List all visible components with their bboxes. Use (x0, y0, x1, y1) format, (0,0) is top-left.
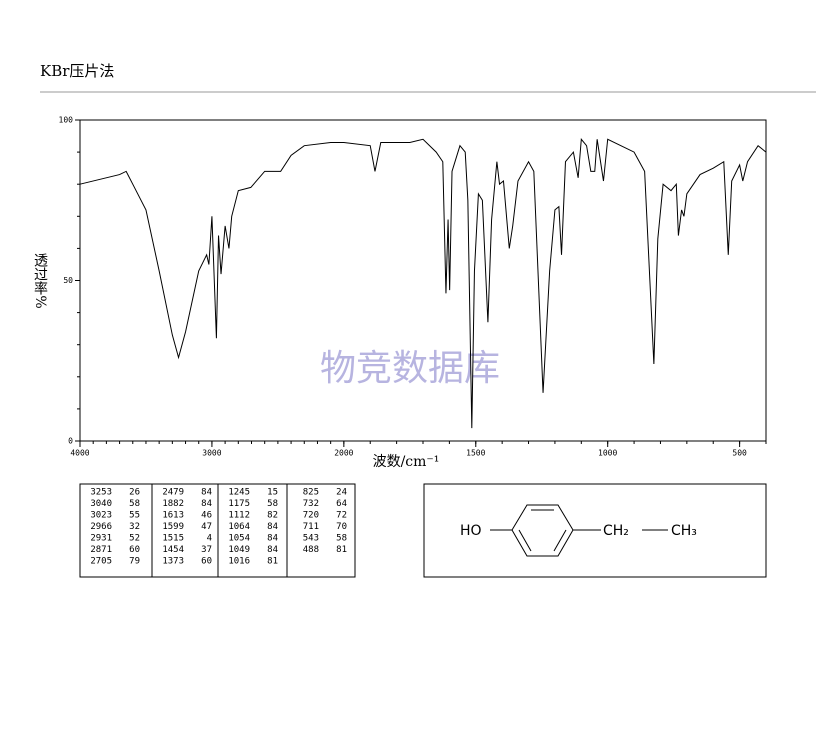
spectrum-line (79, 137, 767, 429)
peak-transmittance: 24 (336, 488, 347, 498)
peak-transmittance: 82 (267, 511, 278, 521)
peak-wavenumber: 1373 (162, 557, 184, 567)
peak-wavenumber: 2871 (90, 545, 112, 555)
peak-transmittance: 58 (267, 499, 278, 509)
peak-transmittance: 81 (336, 545, 347, 555)
peak-wavenumber: 825 (303, 488, 319, 498)
group-label: HO (460, 523, 482, 539)
peak-wavenumber: 1016 (228, 557, 250, 567)
structure-frame (423, 483, 767, 578)
peak-wavenumber: 1112 (228, 511, 250, 521)
peak-wavenumber: 488 (303, 545, 319, 555)
peak-transmittance: 72 (336, 511, 347, 521)
y-tick-label: 50 (63, 276, 73, 285)
page-title: KBr压片法 (40, 62, 114, 80)
x-axis-label: 波数/cm⁻¹ (373, 454, 440, 470)
x-tick-label: 3000 (202, 449, 221, 458)
peak-wavenumber: 3023 (90, 511, 112, 521)
peak-wavenumber: 2705 (90, 557, 112, 567)
peak-transmittance: 46 (201, 511, 212, 521)
peak-transmittance: 60 (129, 545, 140, 555)
peak-wavenumber: 1175 (228, 499, 250, 509)
peak-transmittance: 26 (129, 488, 140, 498)
peak-wavenumber: 1515 (162, 534, 184, 544)
peak-wavenumber: 1613 (162, 511, 184, 521)
peak-transmittance: 52 (129, 534, 140, 544)
x-tick-label: 4000 (70, 449, 89, 458)
plot-frame (79, 119, 767, 442)
peak-wavenumber: 543 (303, 534, 319, 544)
peak-wavenumber: 1054 (228, 534, 250, 544)
watermark: 物竞数据库 (320, 348, 500, 389)
peak-wavenumber: 2931 (90, 534, 112, 544)
peak-transmittance: 84 (201, 499, 212, 509)
peak-wavenumber: 711 (303, 522, 319, 532)
peak-transmittance: 81 (267, 557, 278, 567)
peak-wavenumber: 1064 (228, 522, 250, 532)
peak-wavenumber: 1599 (162, 522, 184, 532)
peak-transmittance: 4 (207, 534, 212, 544)
x-tick-label: 1500 (466, 449, 485, 458)
peak-wavenumber: 1454 (162, 545, 184, 555)
peak-wavenumber: 1245 (228, 488, 250, 498)
x-tick-label: 1000 (598, 449, 617, 458)
x-tick-label: 500 (732, 449, 747, 458)
peak-transmittance: 37 (201, 545, 212, 555)
peak-transmittance: 60 (201, 557, 212, 567)
y-tick-label: 100 (59, 116, 74, 125)
peak-transmittance: 79 (129, 557, 140, 567)
peak-transmittance: 64 (336, 499, 347, 509)
peak-transmittance: 70 (336, 522, 347, 532)
peak-transmittance: 84 (267, 545, 278, 555)
y-axis-label: 透过率% (32, 253, 48, 308)
group-label: CH₂ (603, 523, 629, 539)
peak-wavenumber: 720 (303, 511, 319, 521)
peak-transmittance: 55 (129, 511, 140, 521)
benzene-ring (490, 504, 668, 557)
peak-transmittance: 58 (129, 499, 140, 509)
peak-transmittance: 32 (129, 522, 140, 532)
peak-transmittance: 84 (201, 488, 212, 498)
group-label: CH₃ (671, 523, 697, 539)
y-tick-label: 0 (68, 437, 73, 446)
peak-wavenumber: 3253 (90, 488, 112, 498)
peak-wavenumber: 3040 (90, 499, 112, 509)
peak-wavenumber: 2479 (162, 488, 184, 498)
peak-transmittance: 58 (336, 534, 347, 544)
peak-transmittance: 15 (267, 488, 278, 498)
peak-transmittance: 84 (267, 522, 278, 532)
peak-transmittance: 47 (201, 522, 212, 532)
peak-transmittance: 84 (267, 534, 278, 544)
peak-wavenumber: 732 (303, 499, 319, 509)
peak-wavenumber: 1882 (162, 499, 184, 509)
peak-wavenumber: 2966 (90, 522, 112, 532)
x-tick-label: 2000 (334, 449, 353, 458)
peak-wavenumber: 1049 (228, 545, 250, 555)
